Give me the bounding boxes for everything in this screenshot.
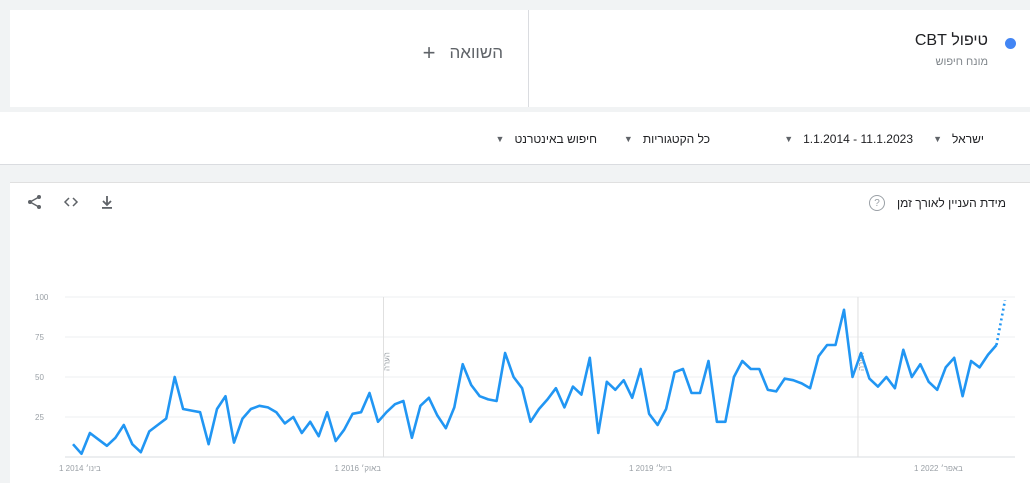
- x-tick-label: 1 בינו׳ 2014: [59, 464, 101, 473]
- filter-date-label: 11.1.2023 - 1.1.2014: [803, 132, 913, 146]
- compare-card: השוואה +: [10, 10, 529, 107]
- help-icon[interactable]: ?: [868, 195, 885, 211]
- note-label: הערה: [857, 352, 866, 371]
- caret-down-icon: ▼: [495, 134, 505, 144]
- y-tick-label: 75: [35, 333, 44, 342]
- y-tick-label: 25: [35, 413, 44, 422]
- interest-line-chart: 100 75 50 25 הערה הערה 1 בינו׳ 2014 1 באוק׳ 201…: [35, 293, 1015, 473]
- term-color-dot: [1005, 38, 1016, 49]
- series-line: [72, 308, 998, 456]
- term-title: טיפול CBT: [914, 32, 988, 49]
- filter-region-label: ישראל: [952, 132, 984, 146]
- panel-actions: [24, 191, 118, 213]
- x-tick-label: 1 ביול׳ 2019: [629, 464, 672, 473]
- filter-date-range[interactable]: 11.1.2023 - 1.1.2014 ▼: [784, 132, 913, 146]
- caret-down-icon: ▼: [933, 134, 943, 144]
- filter-search-type[interactable]: חיפוש באינטרנט ▼: [496, 132, 597, 146]
- note-label: הערה: [382, 352, 391, 371]
- y-tick-label: 100: [35, 293, 49, 302]
- filter-bar: ישראל ▼ 11.1.2023 - 1.1.2014 ▼ כל הקטגור…: [0, 112, 1030, 165]
- panel-title: מידת העניין לאורך זמן: [896, 196, 1006, 210]
- caret-down-icon: ▼: [784, 134, 794, 144]
- term-subtitle: מונח חיפוש: [935, 56, 988, 68]
- embed-icon[interactable]: [60, 191, 82, 213]
- download-icon[interactable]: [96, 191, 118, 213]
- caret-down-icon: ▼: [623, 134, 633, 144]
- interest-over-time-panel: מידת העניין לאורך זמן ? 100 75 50 25 הערה הער…: [10, 182, 1030, 483]
- x-tick-label: 1 באפר׳ 2022: [914, 464, 963, 473]
- plus-icon: +: [422, 40, 436, 65]
- add-comparison-button[interactable]: השוואה +: [423, 40, 503, 66]
- search-term-card[interactable]: טיפול CBT מונח חיפוש: [529, 10, 1030, 107]
- share-icon[interactable]: [24, 191, 46, 213]
- filter-category-label: כל הקטגוריות: [642, 132, 710, 146]
- forecast-line: [995, 299, 1007, 346]
- y-tick-label: 50: [35, 373, 44, 382]
- filter-category[interactable]: כל הקטגוריות ▼: [624, 132, 710, 146]
- panel-header: מידת העניין לאורך זמן ?: [868, 195, 1006, 211]
- comparison-bar: השוואה + טיפול CBT מונח חיפוש: [10, 10, 1030, 107]
- x-tick-label: 1 באוק׳ 2016: [335, 464, 382, 473]
- filter-search-type-label: חיפוש באינטרנט: [514, 132, 597, 146]
- filter-region[interactable]: ישראל ▼: [933, 132, 984, 146]
- compare-label: השוואה: [449, 43, 503, 62]
